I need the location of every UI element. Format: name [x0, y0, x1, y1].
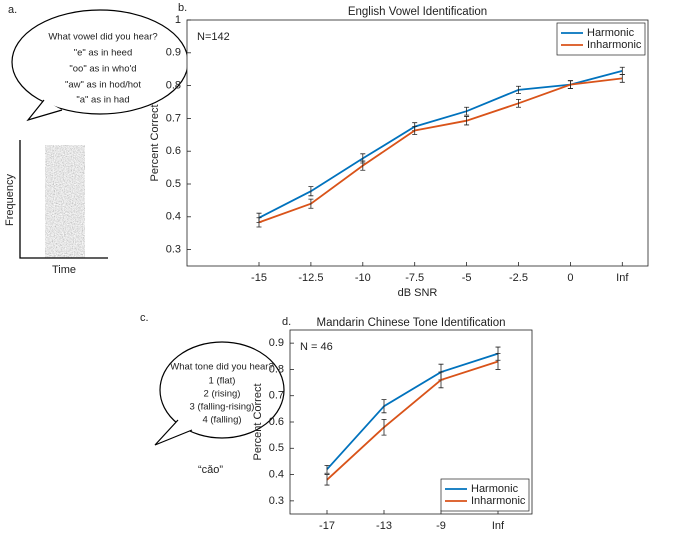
- bubble-text: What tone did you hear?: [170, 362, 274, 373]
- bubble-text: 2 (rising): [204, 389, 241, 400]
- error-bar: [308, 186, 314, 197]
- y-tick-label: 0.9: [269, 337, 284, 349]
- spoken-word: “cǎo”: [198, 464, 223, 476]
- annotation: N = 46: [300, 341, 333, 353]
- speech-bubble: [159, 341, 285, 439]
- axis-label: Time: [52, 264, 76, 276]
- y-tick-label: 0.4: [269, 468, 284, 480]
- x-tick-label: -7.5: [405, 272, 424, 284]
- bubble-text: 1 (flat): [209, 376, 236, 387]
- y-tick-label: 0.7: [166, 112, 181, 124]
- x-tick-label: -10: [355, 272, 371, 284]
- error-bar: [412, 126, 418, 135]
- error-bar: [256, 217, 262, 228]
- legend-label: Harmonic: [587, 27, 635, 39]
- x-tick-label: -15: [251, 272, 267, 284]
- x-tick-label: -5: [462, 272, 472, 284]
- y-tick-label: 0.8: [166, 80, 181, 92]
- y-tick-label: 0.5: [166, 178, 181, 190]
- error-bar: [360, 160, 366, 171]
- bubble-text: "oo" as in who'd: [69, 64, 136, 75]
- bubble-text: 4 (falling): [202, 415, 241, 426]
- y-tick-label: 0.4: [166, 211, 181, 223]
- legend-box: [556, 22, 646, 56]
- x-tick-label: -2.5: [509, 272, 528, 284]
- x-tick-label: -13: [376, 520, 392, 532]
- spectrogram-axes: [19, 140, 108, 259]
- bubble-text: What vowel did you hear?: [48, 32, 157, 43]
- series-line: [326, 352, 499, 470]
- bubble-text: "a" as in had: [76, 95, 129, 106]
- error-bar: [438, 371, 444, 389]
- error-bar: [464, 106, 470, 116]
- x-tick-label: -17: [319, 520, 335, 532]
- bubble-tail: [154, 419, 193, 446]
- y-tick-label: 0.6: [166, 145, 181, 157]
- y-tick-label: 1: [175, 14, 181, 26]
- y-tick-label: 0.6: [269, 416, 284, 428]
- legend-label: Harmonic: [471, 483, 519, 495]
- x-tick-label: -12.5: [298, 272, 323, 284]
- plot-area: [186, 19, 649, 267]
- y-tick-label: 0.8: [269, 363, 284, 375]
- axis-label: Frequency: [4, 174, 16, 226]
- y-tick-label: 0.7: [269, 390, 284, 402]
- x-tick-label: 0: [567, 272, 573, 284]
- y-axis-label: Percent Correct: [149, 104, 161, 181]
- panel-label: c.: [140, 312, 149, 324]
- error-bar: [324, 474, 330, 486]
- x-tick-label: Inf: [616, 272, 629, 284]
- error-bar: [464, 116, 470, 126]
- error-bar: [381, 399, 387, 414]
- x-tick-label: Inf: [492, 520, 505, 532]
- legend-label: Inharmonic: [471, 495, 526, 507]
- bubble-text: 3 (falling-rising): [190, 402, 255, 413]
- bubble-text: "aw" as in hod/hot: [65, 80, 141, 91]
- y-tick-label: 0.9: [166, 47, 181, 59]
- bubble-text: "e" as in heed: [74, 48, 133, 59]
- error-bar: [567, 80, 573, 89]
- error-bar: [516, 85, 521, 94]
- legend-label: Inharmonic: [587, 39, 642, 51]
- panel-label: b.: [178, 2, 187, 14]
- bubble-tail: [26, 99, 63, 122]
- legend-box: [440, 478, 530, 512]
- x-tick-label: -9: [436, 520, 446, 532]
- series-line: [258, 77, 623, 224]
- error-bar: [495, 353, 501, 370]
- y-axis-label: Percent Correct: [252, 383, 264, 460]
- annotation: N=142: [197, 31, 230, 43]
- error-bar: [381, 418, 387, 436]
- y-tick-label: 0.3: [269, 495, 284, 507]
- chart-title: English Vowel Identification: [348, 6, 487, 18]
- series-line: [326, 360, 499, 481]
- panel-label: d.: [282, 316, 291, 328]
- series-line: [258, 69, 623, 219]
- error-bar: [619, 74, 625, 83]
- y-tick-label: 0.5: [269, 442, 284, 454]
- noise-spectrogram: [45, 145, 85, 258]
- error-bar: [516, 98, 521, 108]
- error-bar: [308, 198, 314, 209]
- panel-label: a.: [8, 4, 17, 16]
- y-tick-label: 0.3: [166, 244, 181, 256]
- error-bar: [324, 464, 330, 474]
- x-axis-label: dB SNR: [398, 287, 438, 299]
- chart-title: Mandarin Chinese Tone Identification: [316, 317, 505, 329]
